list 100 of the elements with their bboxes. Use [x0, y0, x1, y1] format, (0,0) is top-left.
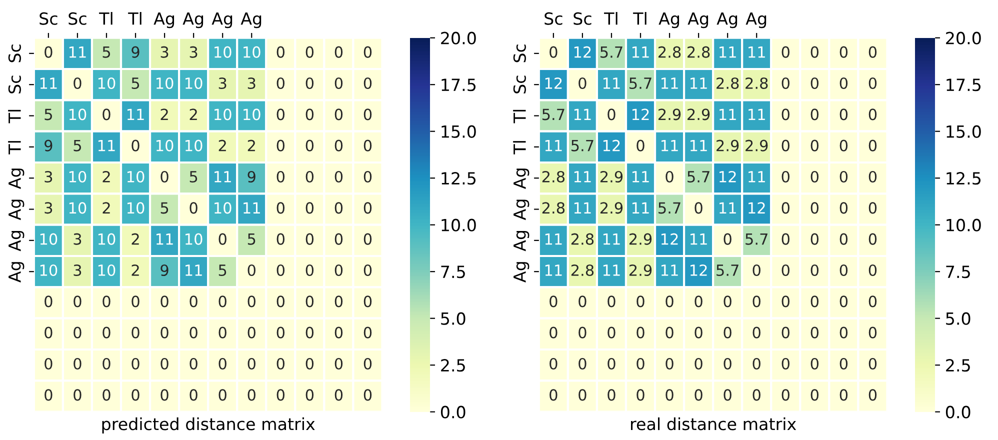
data-label: 9 [132, 46, 140, 58]
data-label: 5.7 [658, 202, 680, 214]
data-label: 0 [160, 389, 168, 401]
data-label: 11 [156, 234, 173, 245]
color-bar-label: 2.5 [946, 359, 970, 372]
data-label: 0 [752, 296, 760, 308]
y-tick-label: Ag [514, 262, 530, 282]
data-label: 0 [306, 264, 314, 276]
data-label: 3 [218, 77, 226, 90]
x-tick-label: Sc [40, 12, 58, 25]
data-label: 3 [74, 264, 82, 276]
data-label: 0 [694, 326, 702, 338]
data-label: 10 [186, 233, 202, 245]
data-label: 11 [574, 108, 591, 120]
data-label: 0 [132, 358, 140, 370]
data-label: 0 [752, 389, 760, 401]
y-tick-label: Tl [8, 110, 21, 124]
data-label: 0 [276, 46, 284, 58]
data-label: 0 [132, 326, 140, 338]
data-label: 12 [603, 140, 620, 152]
data-label: 0 [694, 202, 702, 214]
color-bar-label: 12.5 [442, 172, 476, 185]
data-label: 5 [218, 264, 226, 276]
data-label: 0 [782, 264, 790, 276]
data-label: 0 [550, 46, 558, 58]
data-label: 2 [102, 202, 110, 214]
data-label: 0 [840, 202, 848, 214]
data-label: 0 [364, 233, 372, 245]
data-label: 0 [608, 326, 616, 338]
data-label: 11 [661, 140, 678, 152]
data-label: 11 [545, 140, 562, 152]
data-label: 0 [306, 326, 314, 338]
data-label: 11 [603, 264, 620, 276]
color-bar-label: 17.5 [946, 78, 980, 92]
data-label: 5.7 [542, 108, 564, 120]
data-label: 11 [603, 234, 620, 245]
data-label: 2.8 [746, 77, 768, 90]
data-label: 9 [248, 170, 256, 183]
data-label: 0 [102, 326, 110, 338]
x-tick-label: Tl [128, 12, 142, 25]
data-label: 0 [782, 233, 790, 245]
color-bar-label: 10.0 [442, 218, 476, 232]
data-label: 2.9 [629, 233, 652, 245]
data-label: 0 [782, 170, 790, 183]
data-label: 2.8 [571, 233, 594, 245]
data-label: 0 [578, 326, 586, 338]
data-label: 0 [74, 77, 82, 90]
data-label: 11 [127, 108, 144, 120]
data-label: 0 [364, 170, 372, 183]
data-label: 0 [840, 108, 848, 120]
data-label: 0 [248, 264, 256, 276]
data-label: 2.8 [658, 46, 681, 58]
data-label: 0 [666, 170, 674, 183]
data-label: 0 [306, 77, 314, 90]
data-label: 0 [868, 326, 877, 338]
data-label: 0 [782, 326, 790, 338]
data-label: 0 [810, 233, 819, 245]
data-label: 10 [98, 264, 116, 276]
y-tick-label: Ag [514, 230, 530, 252]
data-label: 11 [748, 46, 765, 58]
data-label: 0 [276, 326, 284, 338]
data-label: 0 [840, 77, 848, 90]
data-label: 10 [127, 170, 144, 183]
data-label: 2.9 [658, 108, 681, 120]
data-label: 10 [214, 108, 232, 120]
data-label: 0 [608, 108, 616, 120]
data-label: 5 [248, 234, 256, 245]
data-label: 0 [334, 389, 343, 401]
data-label: 0 [74, 296, 82, 308]
data-label: 12 [661, 233, 678, 245]
data-label: 0 [782, 358, 790, 370]
data-label: 0 [608, 358, 616, 370]
data-label: 2 [218, 140, 226, 152]
x-tick-label: Ag [658, 12, 680, 28]
data-label: 0 [306, 140, 314, 152]
data-label: 3 [160, 46, 168, 58]
data-label: 0 [334, 233, 343, 245]
data-label: 0 [868, 264, 877, 276]
data-label: 0 [276, 296, 284, 308]
color-bar-label: 20.0 [946, 32, 981, 44]
data-label: 0 [276, 358, 284, 370]
data-label: 5 [132, 78, 140, 90]
data-label: 0 [334, 46, 343, 58]
data-label: 0 [364, 108, 372, 120]
data-label: 0 [782, 202, 790, 214]
data-label: 5 [190, 171, 198, 183]
color-bar-label: 7.5 [946, 266, 970, 278]
data-label: 0 [752, 264, 760, 276]
data-label: 0 [868, 233, 877, 245]
data-label: 12 [574, 46, 591, 58]
data-label: 3 [44, 170, 52, 183]
data-label: 11 [748, 108, 765, 120]
y-tick-label: Sc [513, 44, 526, 62]
data-label: 0 [636, 389, 644, 401]
data-label: 0 [666, 326, 674, 338]
data-label: 0 [132, 389, 140, 401]
data-label: 0 [782, 140, 790, 152]
data-label: 11 [748, 171, 765, 182]
data-label: 0 [160, 170, 168, 183]
data-label: 0 [248, 296, 256, 308]
